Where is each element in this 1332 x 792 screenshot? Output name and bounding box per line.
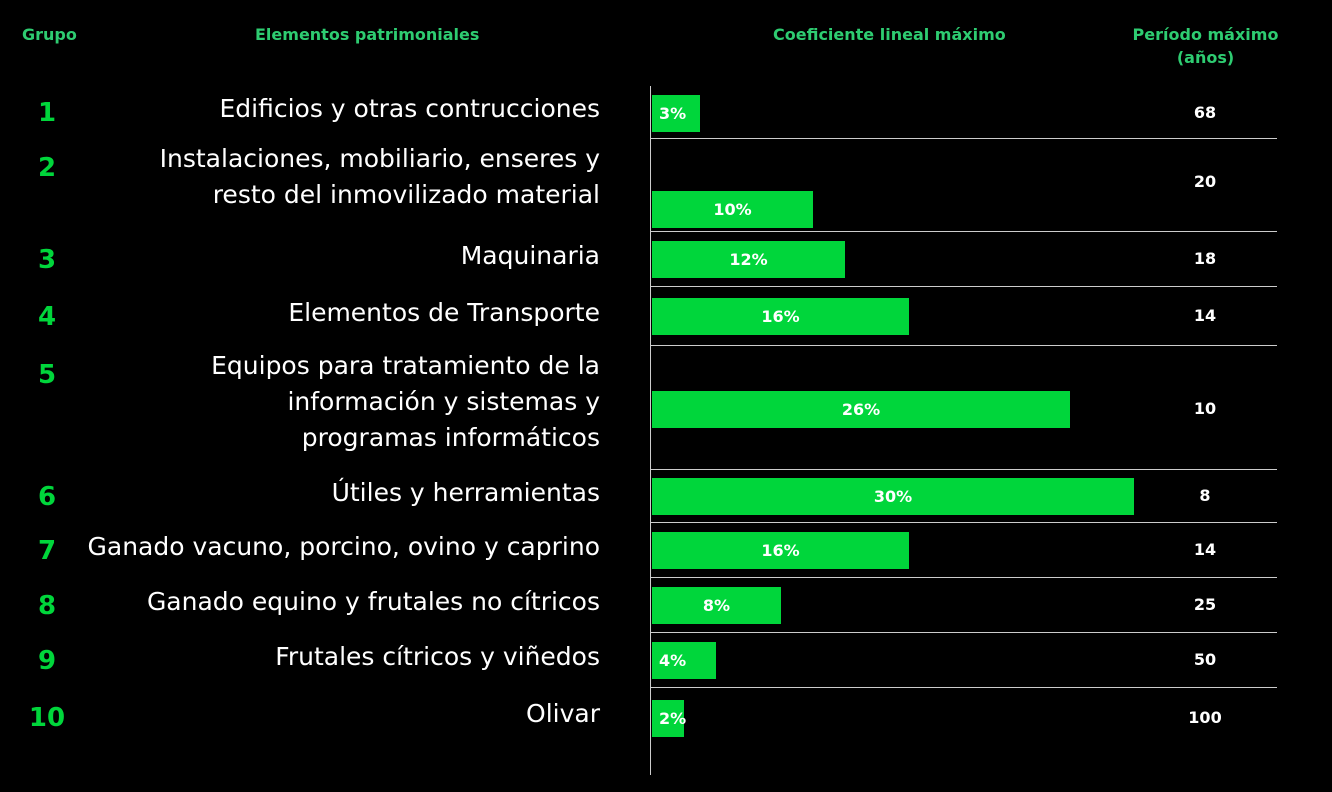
period-value: 68 xyxy=(1193,103,1217,122)
group-number: 6 xyxy=(37,482,57,512)
header-period: Período máximo (años) xyxy=(1132,25,1279,67)
element-name: Olivar xyxy=(526,699,600,728)
table-row: 3 Maquinaria 12% 18 xyxy=(0,231,1332,287)
element-name: Instalaciones, mobiliario, enseres y xyxy=(159,144,600,173)
coefficient-bar: 10% xyxy=(652,191,813,228)
header-group: Grupo xyxy=(22,25,77,44)
row-separator xyxy=(650,632,1277,633)
coefficient-label: 30% xyxy=(873,487,913,506)
period-value: 10 xyxy=(1193,399,1217,418)
period-value: 20 xyxy=(1193,172,1217,191)
row-separator xyxy=(650,286,1277,287)
table-row: 1 Edificios y otras contrucciones 3% 68 xyxy=(0,86,1332,139)
element-name: Frutales cítricos y viñedos xyxy=(275,642,600,671)
coefficient-label: 4% xyxy=(659,651,687,670)
row-separator xyxy=(650,577,1277,578)
coefficient-label: 8% xyxy=(702,596,731,615)
coefficient-label: 3% xyxy=(659,104,687,123)
coefficient-label: 26% xyxy=(841,400,881,419)
group-number: 7 xyxy=(37,536,57,566)
group-number: 9 xyxy=(37,646,57,676)
coefficient-label: 10% xyxy=(713,200,752,219)
table-row: 9 Frutales cítricos y viñedos 4% 50 xyxy=(0,632,1332,688)
period-value: 25 xyxy=(1193,595,1217,614)
group-number: 1 xyxy=(37,98,57,128)
header-coefficient: Coeficiente lineal máximo xyxy=(773,25,1006,44)
table-row: 10 Olivar 2% 100 xyxy=(0,687,1332,747)
period-value: 50 xyxy=(1193,650,1217,669)
group-number: 2 xyxy=(37,153,57,183)
table-row: 2 Instalaciones, mobiliario, enseres y res… xyxy=(0,138,1332,232)
coefficient-bar: 3% xyxy=(652,95,700,132)
coefficient-bar: 12% xyxy=(652,241,845,278)
table-row: 4 Elementos de Transporte 16% 14 xyxy=(0,286,1332,346)
row-separator xyxy=(650,138,1277,139)
table-row: 6 Útiles y herramientas 30% 8 xyxy=(0,469,1332,523)
group-number: 5 xyxy=(37,360,57,390)
group-number: 10 xyxy=(28,703,66,733)
group-number: 8 xyxy=(37,591,57,621)
group-number: 4 xyxy=(37,302,57,332)
element-name: Equipos para tratamiento de la xyxy=(211,351,600,380)
element-name: Edificios y otras contrucciones xyxy=(219,94,600,123)
chart-axis-line xyxy=(650,86,651,775)
coefficient-label: 2% xyxy=(659,709,687,728)
element-name: resto del inmovilizado material xyxy=(212,180,600,209)
coefficient-bar: 4% xyxy=(652,642,716,679)
row-separator xyxy=(650,469,1277,470)
table-row: 8 Ganado equino y frutales no cítricos 8% 2… xyxy=(0,577,1332,633)
coefficient-bar: 2% xyxy=(652,700,687,737)
coefficient-bar: 16% xyxy=(652,298,909,335)
coefficient-bar: 30% xyxy=(652,478,1134,515)
row-separator xyxy=(650,231,1277,232)
coefficient-label: 12% xyxy=(729,250,768,269)
element-name: Ganado equino y frutales no cítricos xyxy=(146,587,600,616)
element-name: programas informáticos xyxy=(301,423,600,452)
row-separator xyxy=(650,345,1277,346)
coefficient-bar: 8% xyxy=(652,587,781,624)
element-name: Útiles y herramientas xyxy=(331,478,600,507)
period-value: 100 xyxy=(1188,708,1222,727)
period-value: 18 xyxy=(1193,249,1217,268)
period-value: 14 xyxy=(1193,306,1217,325)
row-separator xyxy=(650,522,1277,523)
row-separator xyxy=(650,687,1277,688)
coefficient-label: 16% xyxy=(761,541,800,560)
header-elements: Elementos patrimoniales xyxy=(255,25,480,44)
coefficient-label: 16% xyxy=(761,307,800,326)
coefficient-bar: 16% xyxy=(652,532,909,569)
coefficient-bar: 26% xyxy=(652,391,1070,428)
element-name: Maquinaria xyxy=(460,241,600,270)
element-name: información y sistemas y xyxy=(287,387,600,416)
table-row: 7 Ganado vacuno, porcino, ovino y caprino… xyxy=(0,522,1332,578)
group-number: 3 xyxy=(37,245,57,275)
table-row: 5 Equipos para tratamiento de la informaci… xyxy=(0,345,1332,470)
period-value: 8 xyxy=(1199,486,1211,505)
element-name: Ganado vacuno, porcino, ovino y caprino xyxy=(87,532,601,561)
element-name: Elementos de Transporte xyxy=(288,298,600,327)
period-value: 14 xyxy=(1193,540,1217,559)
